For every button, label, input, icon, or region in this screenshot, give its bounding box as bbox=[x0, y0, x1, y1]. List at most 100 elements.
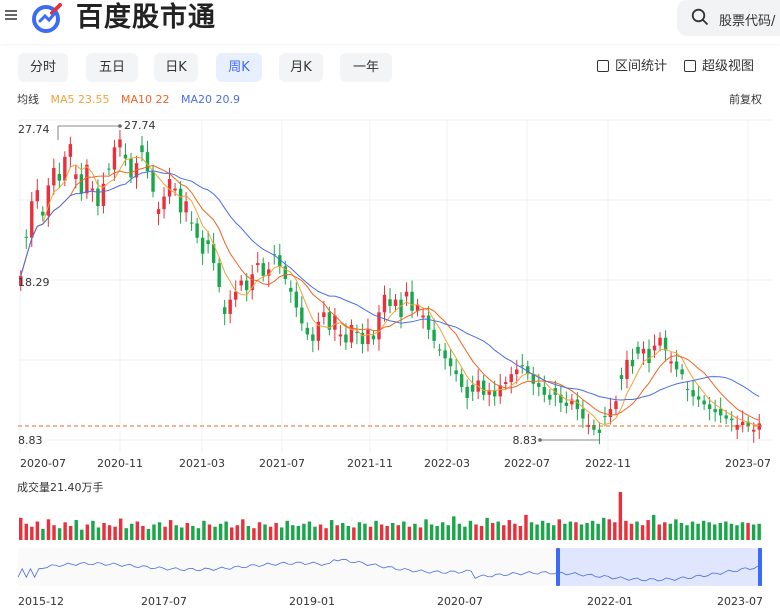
tab-weekly-k[interactable]: 周K bbox=[216, 53, 262, 82]
overview-handle-right[interactable] bbox=[758, 548, 762, 586]
search-input[interactable]: 股票代码/ bbox=[719, 14, 776, 29]
candle-body bbox=[647, 348, 651, 364]
volume-bar bbox=[540, 520, 545, 540]
candle-body bbox=[107, 168, 111, 170]
volume-bar bbox=[468, 520, 473, 540]
volume-bar bbox=[63, 522, 67, 540]
candle-body bbox=[377, 312, 381, 340]
candle-body bbox=[173, 188, 177, 191]
tab-daily-k[interactable]: 日K bbox=[154, 53, 198, 82]
volume-bar bbox=[502, 525, 506, 540]
candle-body bbox=[746, 421, 750, 427]
candle-body bbox=[548, 394, 552, 400]
super-view-button[interactable]: 超级视图 bbox=[684, 57, 754, 77]
tab-five-day[interactable]: 五日 bbox=[86, 53, 138, 82]
candle-body bbox=[228, 299, 232, 314]
candle-body bbox=[156, 209, 161, 214]
candle-body bbox=[426, 315, 431, 330]
candle-body bbox=[691, 390, 695, 397]
candle-body bbox=[741, 421, 745, 425]
candle-body bbox=[680, 369, 684, 375]
candle-body bbox=[696, 396, 701, 400]
candle-body bbox=[52, 167, 56, 186]
interval-stats-button[interactable]: 区间统计 bbox=[597, 57, 667, 77]
volume-bar bbox=[590, 520, 595, 540]
volume-bar bbox=[424, 519, 428, 540]
min-marker-label: 8.83 bbox=[513, 434, 538, 447]
volume-bar bbox=[435, 525, 439, 540]
candle-body bbox=[289, 287, 293, 292]
candle-body bbox=[24, 236, 28, 238]
overview-selection[interactable] bbox=[558, 548, 762, 586]
super-view-icon bbox=[684, 60, 696, 72]
volume-bar bbox=[107, 525, 112, 540]
volume-bar bbox=[174, 525, 178, 540]
candle-body bbox=[267, 269, 271, 276]
candle-body bbox=[233, 291, 238, 300]
volume-bar bbox=[668, 523, 673, 540]
volume-bar bbox=[91, 520, 95, 540]
candle-body bbox=[498, 385, 502, 397]
volume-bar bbox=[124, 528, 128, 540]
weekly-kline-chart[interactable]: 27.74 18.29 8.83 27.74 8.83 2020-07 2020-11 202… bbox=[0, 108, 780, 611]
candle-body bbox=[652, 345, 657, 351]
candle-body bbox=[195, 223, 199, 238]
volume-bar bbox=[118, 518, 123, 540]
volume-bar bbox=[68, 525, 73, 540]
volume-bar bbox=[651, 514, 656, 540]
candle-body bbox=[614, 401, 618, 410]
price-adjust-toggle[interactable]: 前复权 bbox=[729, 93, 762, 106]
candle-body bbox=[729, 418, 734, 421]
tab-one-year[interactable]: 一年 bbox=[340, 53, 392, 82]
volume-bar bbox=[596, 523, 600, 540]
volume-bar bbox=[379, 524, 384, 540]
volume-bar bbox=[191, 525, 195, 540]
candle-body bbox=[382, 294, 387, 313]
overview-handle-left[interactable] bbox=[556, 548, 560, 586]
volume-bar bbox=[57, 528, 62, 540]
volume-bar bbox=[701, 520, 706, 540]
volume-bar bbox=[729, 523, 734, 540]
volume-bar bbox=[402, 521, 406, 540]
logo-icon bbox=[30, 1, 64, 35]
volume-bar bbox=[452, 516, 456, 540]
candle-body bbox=[752, 429, 756, 432]
candle-body bbox=[327, 312, 332, 330]
volume-bar bbox=[324, 528, 328, 540]
max-marker-label: 27.74 bbox=[124, 119, 156, 132]
volume-bar bbox=[457, 523, 462, 540]
candle-body bbox=[30, 201, 34, 238]
volume-bar bbox=[713, 524, 717, 540]
volume-bar bbox=[268, 526, 273, 540]
volume-bar bbox=[624, 520, 628, 540]
tab-monthly-k[interactable]: 月K bbox=[279, 53, 323, 82]
menu-icon[interactable] bbox=[4, 8, 20, 26]
candle-body bbox=[41, 211, 45, 216]
volume-bar bbox=[85, 524, 90, 540]
candle-body bbox=[355, 331, 359, 333]
volume-bar bbox=[24, 523, 28, 540]
search-box[interactable]: 股票代码/ bbox=[677, 0, 780, 36]
candle-body bbox=[487, 390, 491, 395]
volume-bar bbox=[335, 525, 339, 540]
volume-bar bbox=[213, 526, 217, 540]
candle-body bbox=[46, 185, 51, 216]
candle-body bbox=[189, 222, 194, 224]
candle-body bbox=[250, 274, 254, 291]
tab-intraday[interactable]: 分时 bbox=[18, 53, 68, 82]
candle-body bbox=[145, 152, 150, 172]
candle-body bbox=[184, 201, 188, 213]
x-tick-label: 2020-11 bbox=[97, 457, 143, 470]
volume-bar bbox=[30, 526, 34, 540]
volume-bar bbox=[607, 519, 611, 540]
volume-bar bbox=[574, 522, 578, 540]
brand-title: 百度股市通 bbox=[76, 2, 216, 33]
y-label-mid: 18.29 bbox=[18, 276, 50, 289]
volume-bar bbox=[368, 526, 373, 540]
candle-body bbox=[294, 291, 299, 308]
volume-bar bbox=[407, 526, 412, 540]
volume-bar bbox=[318, 524, 323, 540]
candle-body bbox=[520, 365, 524, 367]
x-tick-label: 2022-03 bbox=[424, 457, 470, 470]
volume-bar bbox=[552, 525, 556, 540]
